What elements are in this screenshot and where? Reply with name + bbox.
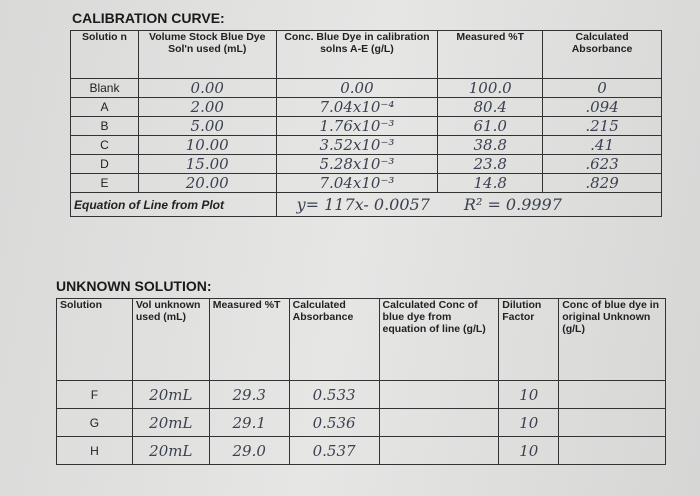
section-title: CALIBRATION CURVE:	[72, 10, 225, 26]
cell: 0.00	[137, 78, 277, 98]
row-label: C	[70, 135, 139, 155]
cell: 2.00	[137, 97, 277, 117]
cell: 38.8	[437, 135, 544, 155]
row-label: D	[70, 154, 139, 174]
cell	[378, 436, 500, 465]
column-header: Conc. Blue Dye in calibration solns A-E …	[275, 30, 439, 79]
cell: 0.537	[288, 436, 380, 465]
column-header: Volume Stock Blue Dye Sol'n used (mL)	[137, 30, 277, 79]
cell: 29.0	[208, 436, 290, 465]
data-row: A 2.00 7.04x10⁻⁴ 80.4.094	[70, 97, 662, 117]
cell: 7.04x10⁻³	[275, 173, 439, 193]
equation-cell: y= 117x- 0.0057 R² = 0.9997	[275, 192, 663, 217]
cell: 0.00	[275, 78, 439, 98]
cell: 20mL	[131, 408, 210, 437]
cell: 0.533	[288, 380, 380, 409]
data-row: E 20.00 7.04x10⁻³ 14.8.829	[70, 173, 662, 193]
data-row: B 5.00 1.76x10⁻³ 61.0.215	[70, 116, 662, 136]
cell: 14.8	[437, 173, 544, 193]
data-row: Blank 0.00 0.00 100.0 0	[70, 78, 662, 98]
row-label: F	[56, 380, 133, 409]
cell: 3.52x10⁻³	[275, 135, 439, 155]
cell	[378, 408, 500, 437]
column-header: Calculated Absorbance	[288, 298, 380, 381]
header-row: Solution Vol unknown used (mL) Measured %T…	[56, 298, 666, 381]
column-header: Solution	[56, 298, 133, 381]
equation-row: Equation of Line from Plot y= 117x- 0.005…	[70, 192, 663, 217]
column-header: Solutio n	[70, 30, 139, 79]
column-header: Measured %T	[437, 30, 544, 79]
cell: .623	[542, 154, 662, 174]
header-row: Solutio n Volume Stock Blue Dye Sol'n use…	[70, 30, 662, 79]
calibration-table: Solutio n Volume Stock Blue Dye Sol'n use…	[70, 30, 663, 217]
equation: y= 117x- 0.0057	[296, 195, 430, 214]
cell: 20.00	[137, 173, 277, 193]
cell: 29.3	[208, 380, 290, 409]
cell: .094	[542, 97, 662, 117]
cell: 0.536	[288, 408, 380, 437]
cell: .829	[542, 173, 662, 193]
cell: 20mL	[131, 380, 210, 409]
cell: .215	[542, 116, 662, 136]
cell: 10.00	[137, 135, 277, 155]
equation-label: Equation of Line from Plot	[70, 192, 277, 217]
cell	[558, 436, 666, 465]
cell: 10	[498, 380, 560, 409]
column-header: Calculated Absorbance	[542, 30, 662, 79]
data-row: D 15.00 5.28x10⁻³ 23.8.623	[70, 154, 662, 174]
data-row: F 20mL 29.3 0.533 10	[56, 380, 666, 409]
row-label: H	[56, 436, 133, 465]
column-header: Dilution Factor	[498, 298, 560, 381]
row-label: A	[70, 97, 139, 117]
cell: 15.00	[137, 154, 277, 174]
unknown-table: Solution Vol unknown used (mL) Measured %T…	[56, 298, 666, 465]
cell: 10	[498, 436, 560, 465]
row-label: E	[70, 173, 139, 193]
cell: 100.0	[437, 78, 544, 98]
cell: 10	[498, 408, 560, 437]
cell: 7.04x10⁻⁴	[275, 97, 439, 117]
cell	[378, 380, 500, 409]
row-label: G	[56, 408, 133, 437]
cell: 0	[542, 78, 662, 98]
column-header: Measured %T	[208, 298, 290, 381]
data-row: G 20mL 29.1 0.536 10	[56, 408, 666, 437]
row-label: Blank	[70, 78, 139, 98]
section-title: UNKNOWN SOLUTION:	[56, 278, 212, 294]
cell	[558, 408, 666, 437]
column-header: Conc of blue dye in original Unknown (g/…	[558, 298, 666, 381]
r-squared: R² = 0.9997	[463, 195, 562, 214]
cell: 1.76x10⁻³	[275, 116, 439, 136]
cell: 29.1	[208, 408, 290, 437]
cell: 80.4	[437, 97, 544, 117]
row-label: B	[70, 116, 139, 136]
data-row: C 10.00 3.52x10⁻³ 38.8.41	[70, 135, 662, 155]
cell: 23.8	[437, 154, 544, 174]
cell: 5.28x10⁻³	[275, 154, 439, 174]
column-header: Vol unknown used (mL)	[131, 298, 210, 381]
cell: 61.0	[437, 116, 544, 136]
cell: .41	[542, 135, 662, 155]
cell	[558, 380, 666, 409]
column-header: Calculated Conc of blue dye from equatio…	[378, 298, 500, 381]
data-row: H 20mL 29.0 0.537 10	[56, 436, 666, 465]
cell: 5.00	[137, 116, 277, 136]
cell: 20mL	[131, 436, 210, 465]
